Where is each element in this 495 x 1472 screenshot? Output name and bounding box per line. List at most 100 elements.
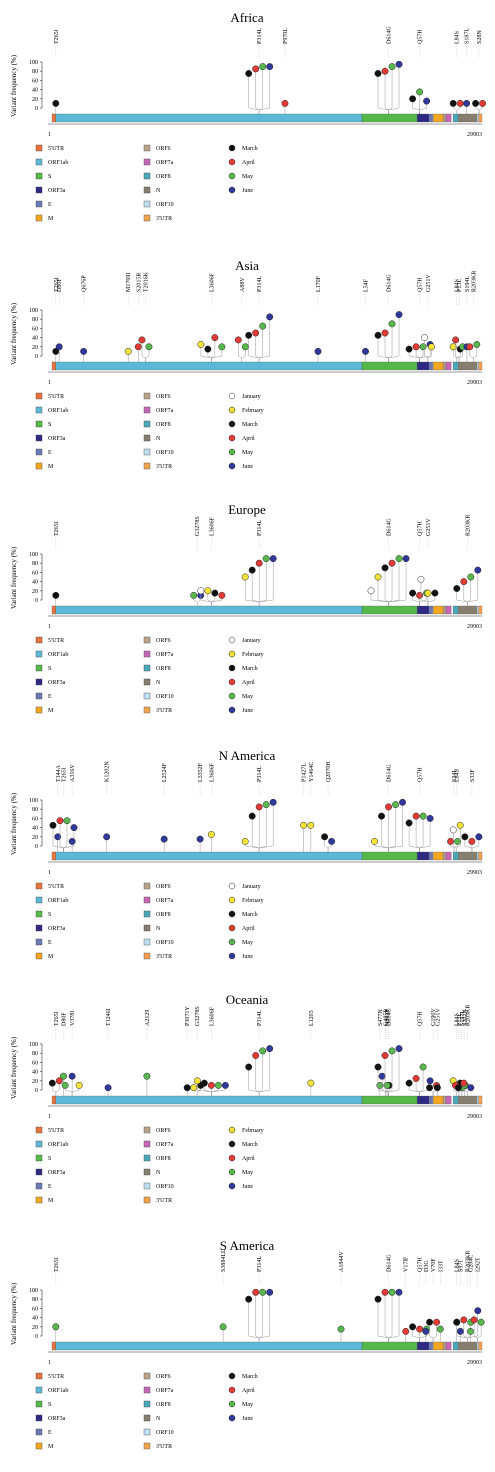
genome-end-label: 29903 [467, 870, 482, 876]
mutation-label: P13L [457, 1013, 463, 1026]
lollipop-stem [255, 68, 260, 114]
genome-start-label: 1 [48, 870, 51, 876]
mutation-label: G251V [426, 274, 432, 292]
gene-segment [51, 113, 56, 123]
legend-gene-swatch [143, 1428, 151, 1436]
legend-month-marker [228, 1386, 236, 1394]
legend-gene-label: M [48, 1198, 54, 1204]
data-point [447, 837, 455, 845]
mutation-label: T265I [54, 1257, 60, 1272]
legend-gene-swatch [143, 1442, 151, 1450]
gene-segment [429, 605, 433, 615]
gene-segment [445, 851, 452, 861]
lollipop-stem [251, 570, 260, 606]
panel-africa: Africa Variant frequency (%) 0 20 40 60 80 100 1… [10, 10, 487, 222]
y-tick-label: 100 [29, 1288, 38, 1294]
mutation-label: D80F [62, 1012, 68, 1026]
y-tick-label: 20 [32, 1079, 38, 1085]
legend-gene-label: E [48, 450, 52, 456]
legend-gene-swatch [35, 1386, 43, 1394]
legend-gene-label: 5'UTR [48, 638, 64, 644]
legend-gene-swatch [35, 636, 43, 644]
lollipop-stem [388, 802, 403, 852]
data-point [193, 1077, 201, 1085]
legend-gene-label: ORF6 [156, 146, 171, 152]
mutation-label: R203KR [465, 515, 471, 536]
y-tick-label: 100 [29, 798, 38, 804]
lollipop-stem [251, 816, 260, 852]
legend-month-label: February [242, 408, 264, 414]
data-point [460, 1316, 468, 1324]
data-point [321, 833, 329, 841]
legend-month-marker [228, 392, 236, 400]
legend-gene-swatch [143, 1372, 151, 1380]
mutation-label: L84S [455, 1259, 461, 1272]
panel-europe: Europe Variant frequency (%) 0 20 40 60 80 100 1… [10, 502, 483, 714]
legend-gene-label: S [48, 912, 51, 918]
lollipop-stem [258, 804, 267, 852]
legend-month-marker [228, 172, 236, 180]
lollipop-stem [384, 71, 389, 114]
data-point [474, 566, 482, 574]
legend-gene-swatch [143, 420, 151, 428]
mutation-label: P314L [257, 1010, 263, 1026]
data-point [63, 817, 71, 825]
data-point [259, 322, 267, 330]
data-point [419, 812, 427, 820]
y-tick-label: 0 [35, 354, 38, 360]
legend-gene-swatch [143, 1126, 151, 1134]
lollipop-stem [415, 816, 420, 852]
legend-month-marker [228, 924, 236, 932]
gene-segment [55, 361, 363, 371]
gene-segment [361, 113, 418, 123]
legend-month-label: January [242, 394, 261, 400]
legend-month-label: June [242, 464, 253, 470]
lollipop-stem [248, 1067, 260, 1096]
legend-gene-label: ORF3a [48, 188, 66, 194]
gene-segment [55, 605, 363, 615]
y-tick-label: 100 [29, 308, 38, 314]
legend-gene-swatch [35, 692, 43, 700]
data-point [472, 99, 480, 107]
mutation-label: G485R [384, 1009, 390, 1026]
lollipop-stem [248, 335, 260, 362]
gene-segment [433, 1095, 444, 1105]
legend-gene-label: ORF6 [156, 394, 171, 400]
legend-gene-swatch [143, 1196, 151, 1204]
mutation-label: S24L [452, 769, 458, 782]
gene-segment [476, 1095, 479, 1105]
legend-gene-swatch [35, 172, 43, 180]
legend-gene-swatch [35, 1428, 43, 1436]
gene-segment [458, 1095, 477, 1105]
data-point [259, 63, 267, 71]
data-point [424, 589, 432, 597]
data-point [211, 589, 219, 597]
mutation-label: L3352F [198, 762, 204, 782]
y-tick-label: 40 [32, 826, 38, 832]
legend-gene-swatch [35, 1442, 43, 1450]
legend-gene-swatch [143, 172, 151, 180]
gene-segment [445, 1341, 452, 1351]
data-point [412, 1075, 420, 1082]
mutation-label: G196V [431, 1008, 437, 1026]
data-point [456, 821, 464, 829]
lollipop-stem [211, 337, 216, 362]
legend-month-label: February [242, 1128, 264, 1134]
panel-title: S America [220, 1238, 275, 1253]
data-point [68, 1072, 76, 1080]
legend-month-marker [228, 938, 236, 946]
mutation-label: L84S [455, 279, 461, 292]
legend-gene-label: ORF1ab [48, 898, 68, 904]
gene-segment [443, 361, 446, 371]
legend-gene-label: 5'UTR [48, 884, 64, 890]
data-point [412, 343, 420, 351]
data-point [474, 1307, 482, 1315]
gene-segment [445, 605, 452, 615]
data-point [241, 573, 249, 581]
lollipop-stem [258, 802, 274, 852]
legend-month-label: April [242, 680, 255, 686]
genome-start-label: 1 [48, 1360, 51, 1366]
gene-segment [416, 605, 430, 615]
data-point [190, 591, 198, 599]
panel-title: Oceania [226, 992, 269, 1007]
